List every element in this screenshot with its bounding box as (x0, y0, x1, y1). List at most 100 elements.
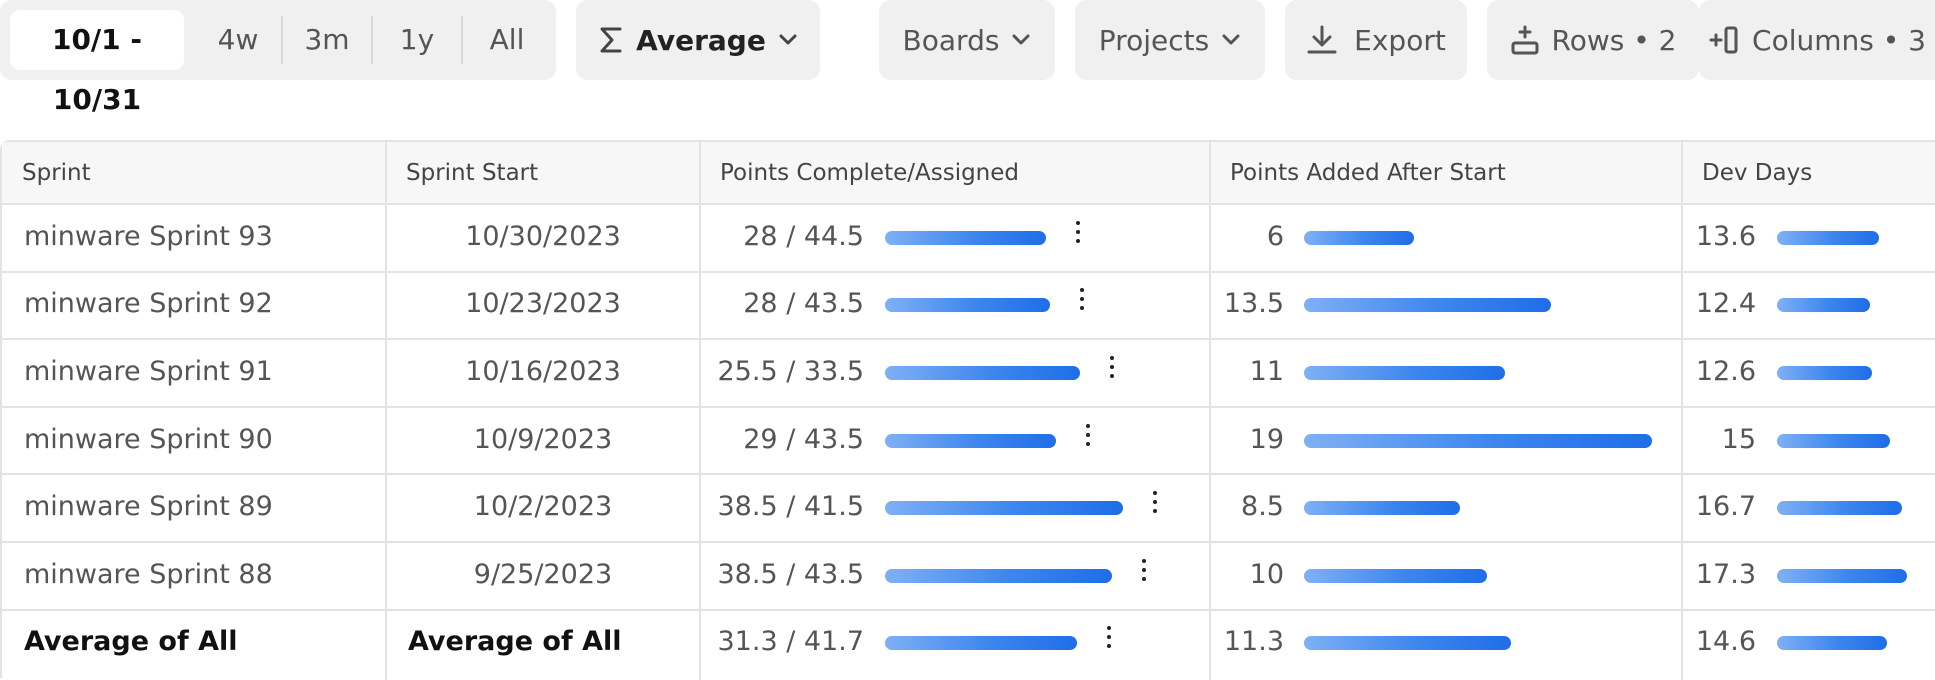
more-options-icon[interactable] (1107, 626, 1111, 649)
row-divider (2, 405, 1935, 408)
points-complete-value: 28 / 44.5 (743, 220, 864, 252)
range-divider (371, 16, 373, 64)
range-tab-4w[interactable]: 4w (217, 23, 259, 56)
sprint-start: 10/16/2023 (465, 356, 621, 387)
export-label: Export (1354, 23, 1446, 57)
column-header-sprint[interactable]: Sprint (2, 142, 386, 204)
sprint-table: Sprint Sprint Start Points Complete/Assi… (0, 140, 1935, 680)
points-complete-bar (885, 366, 1080, 380)
row-divider (2, 203, 1935, 205)
dev-days-value: 14.6 (1695, 626, 1756, 658)
range-tab-3m[interactable]: 3m (304, 23, 350, 56)
sprint-name[interactable]: minware Sprint 90 (24, 423, 273, 455)
sprint-start: Average of All (408, 626, 622, 658)
columns-label: Columns • 3 (1752, 23, 1926, 57)
sprint-start: 10/9/2023 (473, 423, 613, 455)
points-complete-bar (885, 501, 1123, 516)
boards-label: Boards (902, 23, 1000, 57)
aggregate-dropdown[interactable]: Average (576, 0, 820, 80)
sprint-name[interactable]: minware Sprint 92 (24, 288, 273, 320)
columns-icon (1708, 25, 1742, 55)
points-added-value: 19 (1249, 423, 1284, 455)
sprint-name[interactable]: minware Sprint 91 (24, 356, 273, 387)
sigma-icon (598, 26, 624, 54)
dev-days-value: 12.4 (1695, 288, 1756, 320)
dev-days-value: 13.6 (1695, 220, 1756, 252)
dev-days-value: 17.3 (1695, 558, 1756, 590)
dev-days-bar (1777, 366, 1872, 380)
dev-days-bar (1777, 501, 1902, 516)
sprint-start: 10/23/2023 (465, 288, 621, 320)
column-header-points-complete[interactable]: Points Complete/Assigned (700, 142, 1210, 204)
points-added-value: 13.5 (1223, 288, 1284, 320)
dev-days-value: 16.7 (1695, 491, 1756, 523)
more-options-icon[interactable] (1080, 288, 1084, 311)
column-header-points-added[interactable]: Points Added After Start (1210, 142, 1682, 204)
points-added-value: 6 (1266, 220, 1284, 252)
dev-days-bar (1777, 298, 1870, 313)
chevron-down-icon (778, 33, 798, 47)
points-complete-bar (885, 568, 1112, 583)
more-options-icon[interactable] (1153, 491, 1157, 514)
points-complete-bar (885, 636, 1077, 651)
range-divider (281, 16, 283, 64)
chevron-down-icon (1011, 33, 1031, 47)
column-header-sprint-start[interactable]: Sprint Start (386, 142, 700, 204)
range-tab-current-month[interactable]: 10/1 - 10/31 (10, 10, 184, 116)
download-icon (1306, 24, 1338, 56)
row-divider (2, 270, 1935, 273)
range-tab-1y[interactable]: 1y (399, 23, 435, 56)
dev-days-bar (1777, 230, 1879, 245)
points-added-value: 11 (1249, 356, 1284, 387)
projects-label: Projects (1098, 23, 1210, 57)
more-options-icon[interactable] (1086, 423, 1090, 446)
points-added-bar (1304, 568, 1487, 583)
date-range-selector: 10/1 - 10/31 4w 3m 1y All (0, 0, 556, 116)
sprint-name[interactable]: minware Sprint 89 (24, 491, 273, 523)
column-header-dev-days[interactable]: Dev Days (1682, 142, 1935, 204)
dev-days-bar (1777, 568, 1907, 583)
aggregate-label: Average (636, 23, 766, 57)
row-divider (2, 541, 1935, 543)
sprint-start: 9/25/2023 (473, 558, 613, 590)
range-tab-all[interactable]: All (489, 23, 525, 56)
points-complete-value: 31.3 / 41.7 (717, 626, 865, 658)
points-complete-bar (885, 433, 1056, 448)
points-complete-value: 28 / 43.5 (743, 288, 864, 320)
more-options-icon[interactable] (1142, 558, 1146, 581)
dev-days-value: 15 (1721, 423, 1756, 455)
rows-icon (1510, 24, 1540, 56)
points-complete-value: 38.5 / 43.5 (717, 558, 865, 590)
rows-button[interactable]: Rows • 2 (1487, 0, 1699, 80)
column-divider (699, 142, 701, 680)
dev-days-bar (1777, 433, 1890, 448)
points-complete-value: 29 / 43.5 (743, 423, 864, 455)
points-complete-bar (885, 298, 1050, 313)
sprint-start: 10/30/2023 (465, 220, 621, 252)
points-added-value: 10 (1249, 558, 1284, 590)
more-options-icon[interactable] (1110, 356, 1114, 378)
columns-button[interactable]: Columns • 3 (1699, 0, 1935, 80)
range-divider (461, 16, 463, 64)
sprint-start: 10/2/2023 (473, 491, 613, 523)
boards-dropdown[interactable]: Boards (879, 0, 1055, 80)
dev-days-bar (1777, 636, 1887, 651)
points-complete-bar (885, 230, 1046, 245)
sprint-name[interactable]: minware Sprint 88 (24, 558, 273, 590)
rows-label: Rows • 2 (1551, 23, 1677, 57)
export-button[interactable]: Export (1285, 0, 1467, 80)
row-divider (2, 338, 1935, 341)
more-options-icon[interactable] (1076, 220, 1080, 243)
column-divider (1209, 142, 1211, 680)
row-divider (2, 608, 1935, 611)
projects-dropdown[interactable]: Projects (1075, 0, 1265, 80)
row-divider (2, 473, 1935, 476)
column-divider (385, 142, 387, 680)
points-added-bar (1304, 501, 1460, 516)
chevron-down-icon (1221, 33, 1241, 47)
points-added-bar (1304, 636, 1511, 651)
sprint-name[interactable]: Average of All (24, 626, 238, 658)
sprint-name[interactable]: minware Sprint 93 (24, 220, 273, 252)
points-added-value: 8.5 (1241, 491, 1284, 523)
points-complete-value: 38.5 / 41.5 (717, 491, 865, 523)
